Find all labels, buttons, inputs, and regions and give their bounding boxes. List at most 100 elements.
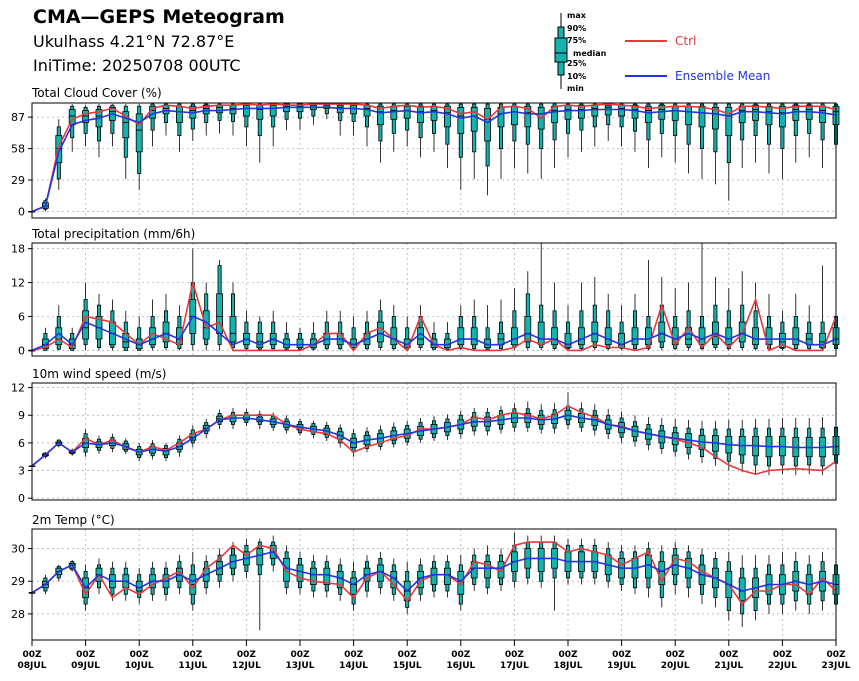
boxplot	[792, 293, 800, 351]
x-tick-date-label: 15JUL	[393, 661, 422, 671]
x-tick-date-label: 23JUL	[822, 661, 851, 671]
boxplot	[269, 103, 277, 147]
legend-box-label: min	[567, 84, 584, 93]
legend-ctrl-label: Ctrl	[675, 34, 696, 48]
boxplot	[819, 265, 826, 351]
x-axis: 00Z08JUL00Z09JUL00Z10JUL00Z11JUL00Z12JUL…	[18, 640, 851, 671]
x-tick-date-label: 19JUL	[607, 661, 636, 671]
boxplot	[510, 532, 518, 588]
boxplot	[497, 299, 505, 351]
boxplot	[457, 103, 465, 190]
x-tick-date-label: 20JUL	[661, 661, 690, 671]
boxplot	[443, 322, 451, 351]
box-inner	[135, 113, 143, 153]
boxplot	[162, 293, 170, 351]
boxplot	[698, 103, 706, 179]
box-outer	[257, 103, 262, 136]
boxplot	[55, 305, 63, 351]
boxplot	[229, 282, 237, 351]
boxplot	[363, 310, 371, 351]
boxplot	[671, 103, 679, 163]
box-inner	[698, 327, 706, 346]
boxplot	[497, 103, 505, 179]
series-ensemble-mean-line	[31, 414, 837, 467]
x-tick-hour-label: 00Z	[505, 650, 525, 660]
y-tick-label: 9	[18, 409, 25, 422]
box-inner	[323, 567, 331, 585]
boxplot	[202, 282, 210, 351]
panels: Total Cloud Cover (%) 0 29 58 87 Total precip…	[11, 86, 840, 641]
box-inner	[269, 104, 277, 117]
x-tick-hour-label: 00Z	[22, 650, 42, 660]
box-inner	[645, 105, 652, 123]
box-inner	[765, 105, 773, 126]
boxplot	[591, 276, 599, 351]
box-inner	[256, 104, 264, 120]
box-inner	[417, 105, 425, 123]
y-tick-label: 58	[11, 143, 25, 156]
box-inner	[417, 327, 425, 346]
box-inner	[779, 105, 786, 128]
x-tick-hour-label: 00Z	[773, 650, 793, 660]
panel-frame	[31, 242, 837, 357]
boxplot	[604, 103, 612, 141]
box-inner	[122, 111, 130, 139]
boxplot	[725, 288, 733, 351]
boxplot	[685, 545, 692, 598]
box-inner	[497, 106, 505, 128]
box-inner	[470, 327, 478, 346]
boxplot	[457, 305, 465, 351]
legend-box-label: median	[573, 49, 607, 58]
boxplot	[162, 103, 170, 136]
panel-frame	[31, 102, 837, 219]
boxplot	[390, 558, 398, 601]
x-tick-date-label: 11JUL	[178, 661, 207, 671]
box-inner	[283, 557, 291, 582]
box-inner	[618, 104, 625, 117]
boxplot	[162, 442, 170, 462]
panel-frame	[31, 382, 837, 501]
boxplot	[698, 243, 706, 351]
legend-box-label: 90%	[567, 24, 586, 33]
boxplot	[510, 288, 518, 351]
box-inner	[376, 321, 384, 343]
box-inner	[779, 332, 786, 348]
x-tick-hour-label: 00Z	[344, 650, 364, 660]
init-time-label: IniTime: 20250708 00UTC	[33, 56, 241, 75]
x-tick-hour-label: 00Z	[666, 650, 686, 660]
x-tick-date-label: 18JUL	[554, 661, 583, 671]
boxplot	[470, 103, 478, 179]
panel-frame	[31, 528, 837, 641]
box-inner	[819, 332, 826, 348]
boxplot	[403, 103, 411, 147]
box-inner	[752, 104, 759, 121]
box-inner	[229, 316, 237, 343]
y-tick-label: 0	[18, 205, 25, 218]
boxplot	[470, 299, 478, 351]
box-inner	[296, 564, 304, 582]
legend-box-label: 10%	[567, 72, 586, 81]
y-tick-label: 18	[11, 243, 25, 256]
boxplot	[242, 103, 250, 147]
box-inner	[604, 327, 612, 346]
box-inner	[390, 571, 398, 589]
boxplot	[484, 545, 492, 595]
boxplot	[752, 103, 759, 163]
box-inner	[792, 327, 800, 346]
box-inner	[510, 327, 518, 346]
chart-title: CMA—GEPS Meteogram	[33, 6, 285, 28]
x-tick-date-label: 22JUL	[768, 661, 797, 671]
box-inner	[390, 327, 398, 346]
box-inner	[175, 105, 183, 123]
box-inner	[457, 327, 465, 346]
x-tick-hour-label: 00Z	[558, 650, 578, 660]
x-tick-hour-label: 00Z	[612, 650, 632, 660]
box-inner	[591, 321, 599, 343]
panel-title: 2m Temp (°C)	[32, 513, 115, 527]
x-tick-hour-label: 00Z	[290, 650, 310, 660]
series-ensemble-mean-line	[31, 315, 837, 352]
box-inner	[149, 327, 157, 346]
boxplot	[149, 103, 157, 147]
panel-3: 2m Temp (°C) 28 29 30	[11, 513, 840, 641]
